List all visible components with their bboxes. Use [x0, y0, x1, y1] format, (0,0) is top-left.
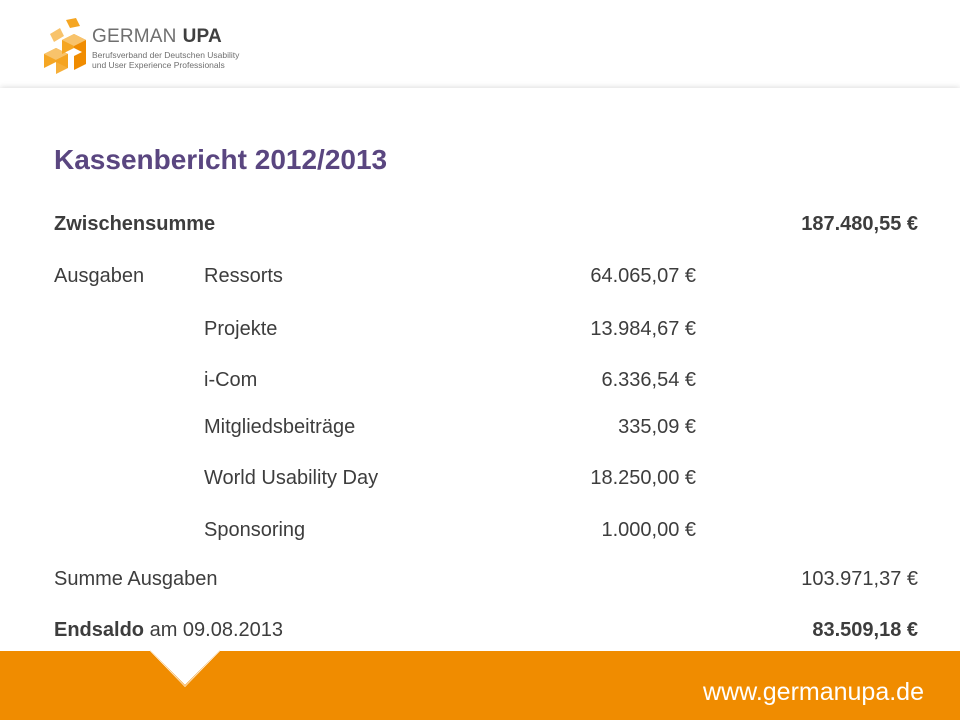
ausgaben-amount-mitgliedsbeitraege: 335,09 € — [618, 416, 696, 438]
ausgaben-item-world-usability-day: World Usability Day — [204, 467, 379, 489]
footer-bar: www.germanupa.de — [0, 650, 960, 720]
brand-tagline-2: und User Experience Professionals — [92, 60, 225, 70]
ausgaben-amount-projekte: 13.984,67 € — [590, 318, 696, 340]
brand-name: GERMAN UPA — [92, 26, 239, 48]
brand-name-part1: GERMAN — [92, 26, 177, 47]
ausgaben-amount-world-usability-day: 18.250,00 € — [590, 467, 696, 489]
ausgaben-amount-sponsoring: 1.000,00 € — [601, 519, 696, 541]
ausgaben-item-icom: i-Com — [204, 369, 258, 391]
slide-content: Kassenbericht 2012/2013 Zwischensumme 18… — [0, 88, 960, 651]
summe-ausgaben-label: Summe Ausgaben — [54, 568, 218, 590]
ausgaben-item-ressorts: Ressorts — [204, 265, 283, 287]
ausgaben-item-mitgliedsbeitraege: Mitgliedsbeiträge — [204, 416, 356, 438]
endsaldo-label: Endsaldo am 09.08.2013 — [54, 618, 283, 642]
ausgaben-amount-icom: 6.336,54 € — [601, 369, 696, 391]
endsaldo-label-date: am 09.08.2013 — [144, 619, 284, 641]
brand-name-part2: UPA — [182, 26, 222, 47]
summe-ausgaben-amount: 103.971,37 € — [801, 568, 918, 590]
zwischensumme-label: Zwischensumme — [54, 213, 216, 235]
header: GERMAN UPA Berufsverband der Deutschen Us… — [0, 0, 960, 88]
logo-text: GERMAN UPA Berufsverband der Deutschen Us… — [92, 26, 239, 70]
zwischensumme-amount: 187.480,55 € — [801, 213, 918, 235]
ausgaben-label: Ausgaben — [54, 265, 145, 287]
footer-wedge-divider — [0, 650, 960, 687]
endsaldo-label-bold: Endsaldo — [54, 619, 145, 641]
endsaldo-amount: 83.509,18 € — [812, 619, 918, 641]
ausgaben-item-sponsoring: Sponsoring — [204, 519, 306, 541]
page-title: Kassenbericht 2012/2013 — [54, 144, 388, 175]
footer-url[interactable]: www.germanupa.de — [703, 678, 924, 706]
ausgaben-amount-ressorts: 64.065,07 € — [590, 265, 696, 287]
ausgaben-item-projekte: Projekte — [204, 318, 278, 340]
brand-tagline-1: Berufsverband der Deutschen Usability — [92, 50, 240, 60]
germanupa-logo-icon — [44, 18, 86, 74]
